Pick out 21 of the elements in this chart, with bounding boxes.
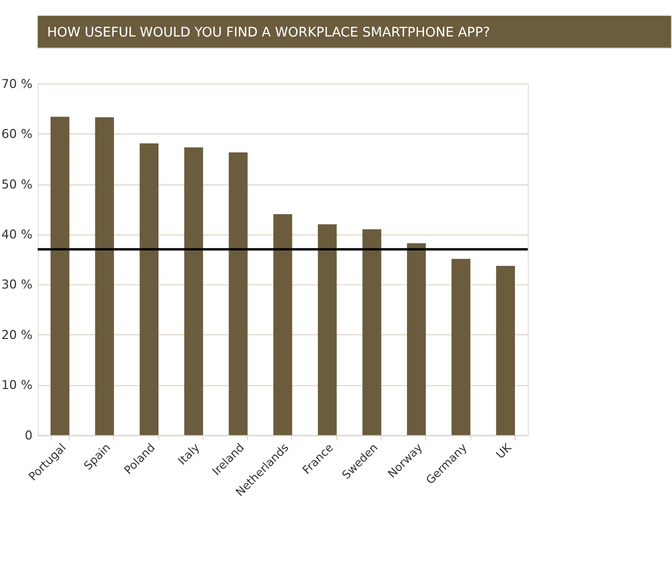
- bar: [95, 117, 114, 436]
- y-tick-label: 0: [24, 428, 33, 442]
- bar: [228, 152, 248, 436]
- bar: [184, 147, 204, 436]
- bar: [362, 229, 382, 436]
- x-tick-label: UK: [494, 440, 515, 462]
- bar: [140, 143, 159, 436]
- y-tick-label: 20 %: [1, 328, 33, 342]
- bar: [406, 243, 426, 436]
- y-tick-label: 10 %: [1, 378, 33, 392]
- chart-title: HOW USEFUL WOULD YOU FIND A WORKPLACE SMARTPHONE APP?: [47, 25, 490, 40]
- bar: [496, 266, 515, 436]
- y-tick-label: 40 %: [1, 227, 33, 242]
- y-tick-label: 60 %: [1, 127, 33, 142]
- bar: [452, 258, 470, 436]
- y-tick-label: 30 %: [1, 278, 33, 292]
- bar: [273, 214, 292, 436]
- bar: [318, 224, 337, 436]
- bar: [50, 116, 70, 436]
- y-tick-label: 50 %: [1, 177, 33, 192]
- y-tick-label: 70 %: [1, 76, 33, 91]
